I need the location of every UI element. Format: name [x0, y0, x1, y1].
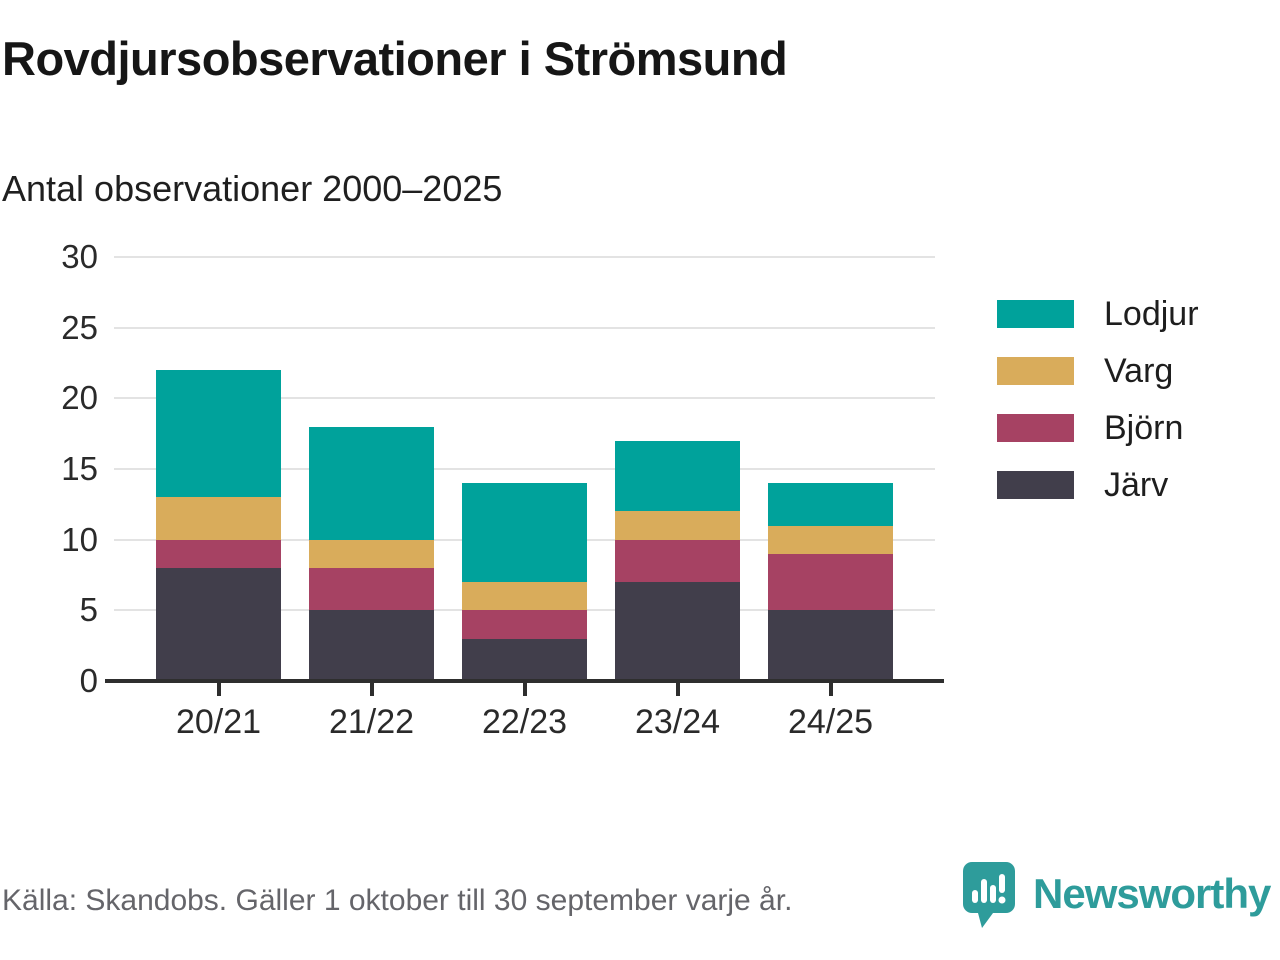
x-axis-tick [675, 681, 680, 696]
bar-segment-järv-24/25 [768, 610, 893, 681]
bar-23/24 [615, 440, 740, 681]
bar-segment-björn-21/22 [309, 567, 434, 611]
x-axis-tick [828, 681, 833, 696]
newsworthy-logo: Newsworthy [963, 862, 1271, 928]
bar-segment-järv-22/23 [462, 638, 587, 681]
newsworthy-logo-icon [963, 862, 1015, 928]
legend-swatch-järv [997, 471, 1074, 499]
bar-segment-järv-23/24 [615, 582, 740, 681]
y-axis-label-5: 5 [79, 591, 98, 629]
bar-segment-lodjur-20/21 [156, 370, 281, 498]
x-axis-label-21/22: 21/22 [328, 703, 415, 741]
bar-segment-varg-20/21 [156, 497, 281, 540]
x-axis-tick [522, 681, 527, 696]
x-axis-cell-22/23: 22/23 [462, 681, 587, 742]
legend-item-lodjur: Lodjur [997, 295, 1199, 333]
legend-label-järv: Järv [1104, 465, 1169, 504]
legend-label-lodjur: Lodjur [1104, 294, 1199, 333]
legend-item-järv: Järv [997, 466, 1199, 504]
x-axis-cell-21/22: 21/22 [309, 681, 434, 742]
x-axis-cell-23/24: 23/24 [615, 681, 740, 742]
bar-segment-varg-23/24 [615, 511, 740, 540]
y-axis-label-20: 20 [61, 379, 98, 417]
legend-item-varg: Varg [997, 352, 1199, 390]
source-note: Källa: Skandobs. Gäller 1 oktober till 3… [2, 884, 793, 917]
x-axis-cell-24/25: 24/25 [768, 681, 893, 742]
bar-segment-lodjur-21/22 [309, 426, 434, 540]
bar-segment-lodjur-24/25 [768, 483, 893, 526]
x-axis-labels: 20/21 21/22 22/23 23/24 24/25 [114, 681, 935, 742]
legend-item-björn: Björn [997, 409, 1199, 447]
bar-segment-varg-22/23 [462, 582, 587, 611]
y-axis-label-15: 15 [61, 450, 98, 487]
x-axis-label-24/25: 24/25 [787, 703, 874, 741]
x-axis-label-20/21: 20/21 [175, 703, 262, 741]
bar-segment-lodjur-22/23 [462, 483, 587, 583]
bar-segment-björn-23/24 [615, 539, 740, 583]
legend: Lodjur Varg Björn Järv [997, 295, 1199, 528]
newsworthy-wordmark: Newsworthy [1033, 870, 1271, 917]
y-axis-label-0: 0 [79, 662, 98, 699]
legend-swatch-björn [997, 414, 1074, 442]
legend-label-varg: Varg [1104, 351, 1174, 390]
y-axis-label-25: 25 [61, 308, 98, 346]
legend-swatch-lodjur [997, 300, 1074, 328]
plot-area: 0 5 10 15 20 25 30 20/21 21/22 22/23 23/24 24/25 [61, 240, 944, 741]
bar-segment-varg-21/22 [309, 539, 434, 568]
legend-label-björn: Björn [1104, 408, 1184, 447]
bar-segment-järv-21/22 [309, 610, 434, 681]
bar-segment-varg-24/25 [768, 525, 893, 554]
gridline-30 [114, 256, 935, 258]
gridline-20 [114, 397, 935, 400]
gridline-25 [114, 326, 935, 329]
x-axis-label-23/24: 23/24 [634, 703, 721, 741]
x-axis-tick [369, 681, 374, 696]
y-axis-label-30: 30 [61, 238, 98, 275]
x-axis-label-22/23: 22/23 [481, 703, 568, 741]
gridline-15 [114, 468, 935, 470]
y-axis-label-10: 10 [61, 520, 98, 558]
legend-swatch-varg [997, 357, 1074, 385]
bar-22/23 [462, 483, 587, 681]
x-axis-tick [216, 681, 221, 696]
bar-segment-björn-20/21 [156, 539, 281, 568]
bar-segment-lodjur-23/24 [615, 440, 740, 512]
bar-20/21 [156, 370, 281, 681]
bar-24/25 [768, 483, 893, 681]
x-axis-cell-20/21: 20/21 [156, 681, 281, 742]
bar-segment-björn-22/23 [462, 610, 587, 639]
bar-21/22 [309, 426, 434, 681]
bar-group [114, 257, 935, 681]
bar-segment-järv-20/21 [156, 567, 281, 681]
page-title: Rovdjursobservationer i Strömsund [2, 32, 788, 85]
chart-subtitle: Antal observationer 2000–2025 [2, 168, 503, 209]
bar-segment-björn-24/25 [768, 553, 893, 611]
